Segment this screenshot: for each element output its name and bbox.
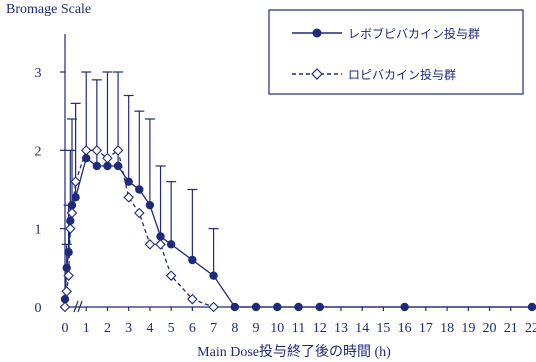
x-tick-label: 8 bbox=[231, 321, 238, 336]
y-tick-label: 1 bbox=[35, 223, 42, 238]
x-tick-label: 1 bbox=[83, 321, 90, 336]
data-point-series-2 bbox=[102, 152, 113, 164]
x-tick-label: 0 bbox=[62, 321, 69, 336]
data-point-series-1 bbox=[188, 255, 197, 265]
x-tick-label: 18 bbox=[440, 321, 454, 336]
data-point-series-2 bbox=[63, 270, 74, 281]
data-point-series-1 bbox=[92, 161, 102, 171]
data-point-series-2 bbox=[80, 145, 92, 156]
data-point-series-1 bbox=[230, 302, 240, 312]
data-point-series-1 bbox=[145, 200, 155, 210]
legend: レボブピバカイン投与群 ロピバカイン投与群 bbox=[268, 9, 524, 95]
x-tick-label: 6 bbox=[189, 321, 196, 336]
legend-label-series-2: ロピバカイン投与群 bbox=[348, 67, 456, 82]
data-point-series-1 bbox=[273, 302, 282, 312]
y-tick-label: 2 bbox=[35, 144, 42, 159]
x-tick-label: 22 bbox=[525, 321, 536, 336]
x-tick-label: 2 bbox=[104, 321, 111, 336]
x-tick-label: 10 bbox=[270, 321, 284, 336]
x-tick-label: 11 bbox=[292, 321, 305, 336]
error-bars bbox=[61, 71, 219, 276]
y-axis-title: Bromage Scale bbox=[6, 2, 91, 17]
data-point-series-2 bbox=[66, 207, 78, 219]
x-tick-label: 21 bbox=[504, 321, 518, 336]
series-lines bbox=[64, 149, 532, 308]
data-point-series-2 bbox=[59, 301, 71, 313]
data-point-series-2 bbox=[123, 192, 134, 203]
data-point-series-1 bbox=[60, 294, 70, 304]
data-point-series-2 bbox=[208, 301, 219, 313]
legend-marker-series-1 bbox=[312, 28, 322, 38]
x-tick-label: 7 bbox=[210, 321, 217, 336]
legend-marker-series-2 bbox=[311, 68, 323, 80]
legend-box bbox=[268, 9, 524, 95]
data-point-series-1 bbox=[294, 302, 303, 312]
data-point-series-2 bbox=[70, 176, 81, 187]
data-point-series-1 bbox=[527, 302, 536, 312]
data-point-series-1 bbox=[71, 193, 80, 202]
data-point-series-1 bbox=[82, 153, 91, 163]
y-tick-label: 0 bbox=[35, 301, 42, 316]
data-point-series-1 bbox=[67, 200, 77, 210]
data-point-series-2 bbox=[165, 270, 177, 281]
data-point-series-2 bbox=[91, 145, 103, 156]
x-ticks: 0 1 2 3 4 5 6 7 8 9 10 11 12 13 14 15 16 17 18 19 20 21 22 bbox=[62, 307, 536, 336]
data-point-series-1 bbox=[135, 185, 144, 194]
data-point-series-2 bbox=[134, 207, 145, 219]
data-point-series-1 bbox=[103, 161, 112, 171]
y-tick-label: 3 bbox=[35, 66, 42, 81]
x-tick-label: 4 bbox=[146, 321, 153, 336]
y-ticks: 0 1 2 3 bbox=[35, 66, 65, 316]
data-point-series-1 bbox=[62, 263, 71, 273]
data-point-series-1 bbox=[400, 302, 409, 312]
x-tick-label: 16 bbox=[398, 321, 412, 336]
axis-break-mark bbox=[73, 300, 83, 313]
data-point-series-1 bbox=[64, 247, 73, 257]
data-point-series-1 bbox=[315, 302, 324, 312]
series-line-1 bbox=[64, 157, 532, 308]
data-point-series-1 bbox=[156, 232, 165, 241]
data-point-series-1 bbox=[251, 302, 261, 312]
x-tick-label: 14 bbox=[355, 321, 369, 336]
data-point-series-2 bbox=[155, 239, 166, 250]
x-tick-label: 19 bbox=[461, 321, 475, 336]
x-tick-label: 5 bbox=[168, 321, 175, 336]
legend-label-series-1: レボブピバカイン投与群 bbox=[348, 26, 480, 41]
x-tick-label: 17 bbox=[419, 321, 433, 336]
series-markers bbox=[59, 145, 536, 313]
x-tick-label: 12 bbox=[313, 321, 327, 336]
data-point-series-1 bbox=[124, 177, 133, 186]
data-point-series-2 bbox=[144, 239, 156, 250]
data-point-series-2 bbox=[187, 293, 198, 305]
data-point-series-2 bbox=[112, 145, 124, 156]
data-point-series-2 bbox=[65, 223, 76, 234]
x-tick-label: 3 bbox=[125, 321, 132, 336]
x-tick-label: 9 bbox=[253, 321, 260, 336]
data-point-series-1 bbox=[166, 240, 176, 249]
x-tick-label: 20 bbox=[483, 321, 497, 336]
data-point-series-1 bbox=[113, 161, 123, 171]
data-point-series-2 bbox=[61, 286, 72, 297]
x-tick-label: 13 bbox=[334, 321, 348, 336]
data-point-series-1 bbox=[209, 271, 218, 280]
data-point-series-1 bbox=[66, 216, 75, 226]
x-axis-title: Main Dose投与終了後の時間 (h) bbox=[197, 344, 391, 360]
x-tick-label: 15 bbox=[376, 321, 390, 336]
